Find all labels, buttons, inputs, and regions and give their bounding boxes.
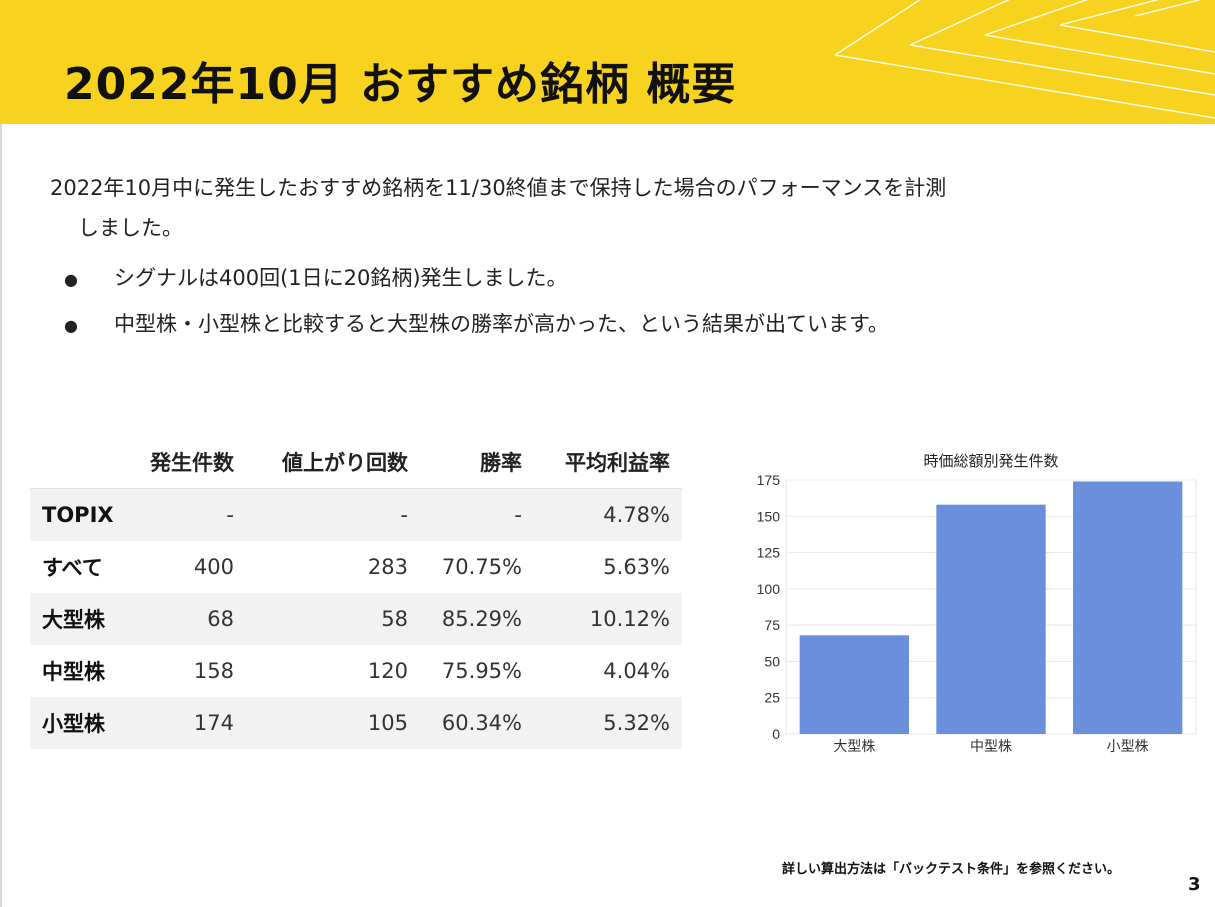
row-label: TOPIX	[42, 503, 114, 527]
bullet-text: 中型株・小型株と比較すると大型株の勝率が高かった、という結果が出ています。	[114, 312, 889, 336]
page-title: 2022年10月 おすすめ銘柄 概要	[64, 59, 737, 110]
bar-chart: 時価総額別発生件数 0 25 50 75 100 125 150 175 大型株 中型株 小型株	[740, 440, 1200, 770]
chart-title: 時価総額別発生件数	[923, 452, 1059, 470]
table-cell: 4.78%	[603, 503, 670, 527]
table-cell: 68	[207, 607, 234, 631]
bar	[799, 635, 909, 734]
bar	[1073, 481, 1183, 734]
table-cell: 105	[367, 711, 408, 735]
bullet-item: ● 中型株・小型株と比較すると大型株の勝率が高かった、という結果が出ています。	[64, 302, 889, 348]
performance-table: 発生件数 値上がり回数 勝率 平均利益率 TOPIX - - - 4.78% す…	[30, 436, 682, 749]
header-cell: 値上がり回数	[282, 451, 408, 475]
header-decorative-lines	[834, 0, 1215, 119]
page-number: 3	[1188, 874, 1201, 895]
row-label: 中型株	[42, 660, 105, 684]
table-cell: 120	[367, 659, 408, 683]
table-cell: 283	[367, 555, 408, 579]
row-label: 大型株	[42, 608, 105, 632]
table-cell: 174	[193, 711, 234, 735]
table-cell: -	[400, 503, 408, 527]
y-tick-label: 175	[757, 472, 781, 488]
y-tick-label: 150	[757, 508, 781, 524]
left-divider	[0, 124, 2, 907]
y-tick-label: 125	[757, 545, 781, 561]
table-cell: 58	[381, 607, 408, 631]
table-cell: 400	[193, 555, 234, 579]
table-cell: 85.29%	[441, 607, 522, 631]
y-tick-label: 50	[764, 653, 780, 669]
table-cell: 10.12%	[589, 607, 670, 631]
table-cell: 60.34%	[441, 711, 522, 735]
x-tick-label: 小型株	[1107, 739, 1149, 755]
table-row: 小型株 174 105 60.34% 5.32%	[30, 697, 682, 749]
footnote: 詳しい算出方法は「バックテスト条件」を参照ください。	[782, 862, 1121, 877]
table-cell: -	[514, 503, 522, 527]
table-row: すべて 400 283 70.75% 5.63%	[30, 541, 682, 593]
header-cell	[30, 436, 138, 489]
bullet-dot-icon: ●	[64, 316, 78, 335]
x-tick-label: 大型株	[833, 739, 875, 755]
y-tick-label: 0	[772, 726, 780, 742]
y-tick-label: 25	[764, 690, 780, 706]
table-header-row: 発生件数 値上がり回数 勝率 平均利益率	[30, 436, 682, 489]
table-row: 大型株 68 58 85.29% 10.12%	[30, 593, 682, 645]
row-label: すべて	[42, 556, 103, 580]
bullet-text: シグナルは400回(1日に20銘柄)発生しました。	[114, 266, 568, 290]
y-tick-label: 75	[764, 617, 780, 633]
table-cell: 5.63%	[603, 555, 670, 579]
table-cell: -	[226, 503, 234, 527]
header-cell: 発生件数	[150, 451, 234, 475]
table-cell: 158	[193, 659, 234, 683]
table-cell: 70.75%	[441, 555, 522, 579]
bar	[936, 504, 1046, 734]
table-cell: 5.32%	[603, 711, 670, 735]
row-label: 小型株	[42, 712, 105, 736]
bullet-item: ● シグナルは400回(1日に20銘柄)発生しました。	[64, 256, 889, 302]
bullet-dot-icon: ●	[64, 270, 78, 289]
x-tick-label: 中型株	[970, 739, 1012, 755]
intro-line-2: しました。	[78, 216, 183, 240]
intro-line-1: 2022年10月中に発生したおすすめ銘柄を11/30終値まで保持した場合のパフォ…	[50, 176, 947, 200]
header-cell: 勝率	[480, 451, 522, 475]
chart-plot: 0 25 50 75 100 125 150 175 大型株 中型株 小型株	[757, 472, 1197, 755]
table-cell: 4.04%	[603, 659, 670, 683]
intro-paragraph: 2022年10月中に発生したおすすめ銘柄を11/30終値まで保持した場合のパフォ…	[50, 168, 1170, 248]
table-row: 中型株 158 120 75.95% 4.04%	[30, 645, 682, 697]
y-tick-label: 100	[757, 581, 781, 597]
bullet-list: ● シグナルは400回(1日に20銘柄)発生しました。 ● 中型株・小型株と比較する…	[64, 256, 889, 348]
table-row: TOPIX - - - 4.78%	[30, 488, 682, 541]
header-band: 2022年10月 おすすめ銘柄 概要	[0, 0, 1215, 124]
header-cell: 平均利益率	[565, 451, 670, 475]
table-cell: 75.95%	[441, 659, 522, 683]
